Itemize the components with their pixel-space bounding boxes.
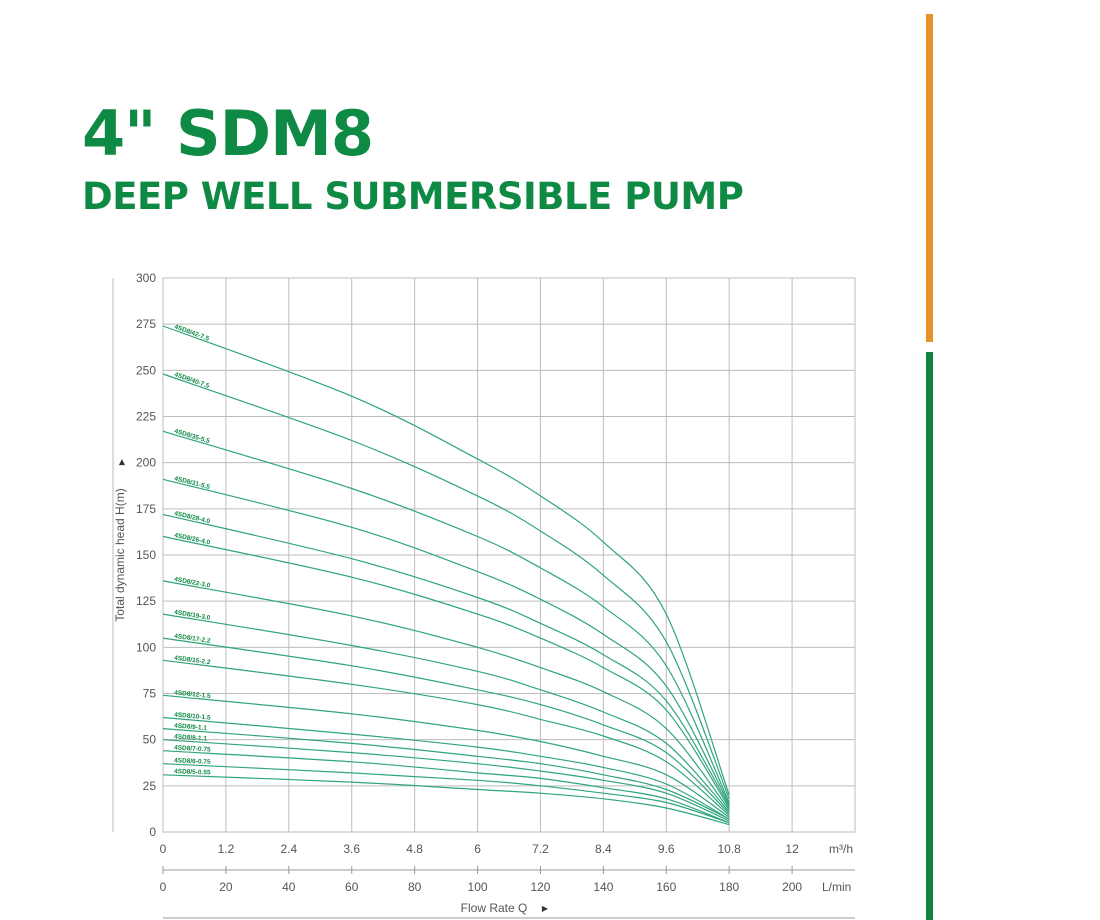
y-tick-label: 125: [136, 594, 156, 608]
y-tick-label: 100: [136, 640, 156, 654]
x-axis-lmin: 0 20 40 60 80 100 120 140 160 180 200 L/min: [160, 866, 855, 919]
y-tick-label: 300: [136, 271, 156, 285]
series-curve: [162, 659, 730, 816]
x-tick-label-lmin: 160: [656, 880, 676, 894]
series-curve: [162, 580, 730, 811]
series-label: 4SD8/17-2.2: [174, 633, 212, 645]
series-curve: [162, 513, 730, 807]
x-axis-label: Flow Rate Q: [461, 901, 528, 915]
series-curve: [162, 774, 730, 826]
y-axis-label: Total dynamic head H(m): [113, 488, 127, 621]
y-axis: 0 25 50 75 100 125 150 175 200 225 250 275 300: [136, 271, 156, 839]
x-tick-label-m3h: 8.4: [595, 842, 612, 856]
chart-curves: [162, 325, 730, 826]
series-curve: [162, 750, 730, 824]
x-tick-label-m3h: 9.6: [658, 842, 675, 856]
series-label: 4SD8/8-1.1: [174, 733, 208, 742]
y-tick-label: 0: [149, 825, 156, 839]
series-curve: [162, 478, 730, 805]
x-tick-label-m3h: 6: [474, 842, 481, 856]
series-label: 4SD8/10-1.5: [174, 711, 211, 721]
x-tick-label-m3h: 10.8: [718, 842, 742, 856]
x-tick-label-lmin: 40: [282, 880, 296, 894]
x-tick-label-lmin: 140: [593, 880, 613, 894]
chart-curve-labels: 4SD8/42-7.54SD8/40-7.54SD8/35-5.54SD8/31…: [173, 323, 211, 776]
x-tick-label-m3h: 7.2: [532, 842, 549, 856]
series-label: 4SD8/12-1.5: [174, 689, 211, 700]
y-tick-label: 200: [136, 456, 156, 470]
series-label: 4SD8/15-2.2: [174, 655, 211, 667]
y-tick-label: 150: [136, 548, 156, 562]
series-label: 4SD8/7-0.75: [174, 744, 211, 753]
x-tick-label-m3h: 1.2: [218, 842, 235, 856]
series-curve: [162, 716, 730, 820]
x-tick-label-lmin: 80: [408, 880, 422, 894]
series-curve: [162, 637, 730, 814]
x-unit-lmin: L/min: [822, 880, 851, 894]
series-curve: [162, 728, 730, 820]
series-curve: [162, 430, 730, 803]
series-label: 4SD8/31-5.5: [174, 475, 211, 491]
series-label: 4SD8/26-4.0: [174, 532, 212, 547]
y-tick-label: 275: [136, 317, 156, 331]
y-tick-label: 25: [143, 779, 157, 793]
series-label: 4SD8/42-7.5: [173, 323, 210, 342]
y-tick-label: 50: [143, 733, 157, 747]
x-tick-label-m3h: 2.4: [280, 842, 297, 856]
x-tick-label-lmin: 180: [719, 880, 739, 894]
x-tick-label-m3h: 0: [160, 842, 167, 856]
series-label: 4SD8/19-3.0: [174, 609, 212, 622]
series-label: 4SD8/6-0.75: [174, 757, 211, 766]
series-label: 4SD8/5-0.55: [174, 768, 211, 776]
y-tick-label: 175: [136, 502, 156, 516]
series-curve: [162, 739, 730, 822]
product-subtitle: DEEP WELL SUBMERSIBLE PUMP: [82, 175, 744, 218]
x-axis-arrow-icon: ▶: [542, 904, 549, 913]
y-tick-label: 75: [143, 687, 157, 701]
series-label: 4SD8/40-7.5: [173, 371, 210, 390]
y-tick-label: 250: [136, 363, 156, 377]
series-curve: [162, 325, 730, 796]
series-label: 4SD8/22-3.0: [174, 576, 212, 590]
x-tick-label-lmin: 120: [530, 880, 550, 894]
x-tick-label-lmin: 0: [160, 880, 167, 894]
series-curve: [162, 763, 730, 824]
x-unit-m3h: m³/h: [829, 842, 853, 856]
y-axis-arrow-icon: ▶: [117, 458, 126, 465]
x-tick-label-lmin: 200: [782, 880, 802, 894]
series-curve: [162, 373, 730, 800]
chart-grid: [112, 277, 856, 833]
series-label: 4SD8/28-4.0: [174, 510, 212, 525]
y-tick-label: 225: [136, 410, 156, 424]
x-tick-label-lmin: 20: [219, 880, 233, 894]
x-tick-label-lmin: 60: [345, 880, 359, 894]
green-accent-bar: [926, 352, 933, 920]
x-tick-label-lmin: 100: [468, 880, 488, 894]
x-tick-label-m3h: 3.6: [343, 842, 360, 856]
series-curve: [162, 613, 730, 813]
series-curve: [162, 535, 730, 809]
series-label: 4SD8/9-1.1: [174, 722, 208, 732]
series-curve: [162, 694, 730, 818]
orange-accent-bar: [926, 14, 933, 342]
x-tick-label-m3h: 12: [785, 842, 799, 856]
x-axis-m3h: 0 1.2 2.4 3.6 4.8 6 7.2 8.4 9.6 10.8 12 m³/h: [160, 842, 853, 856]
product-title: 4" SDM8: [82, 97, 374, 170]
x-tick-label-m3h: 4.8: [406, 842, 423, 856]
